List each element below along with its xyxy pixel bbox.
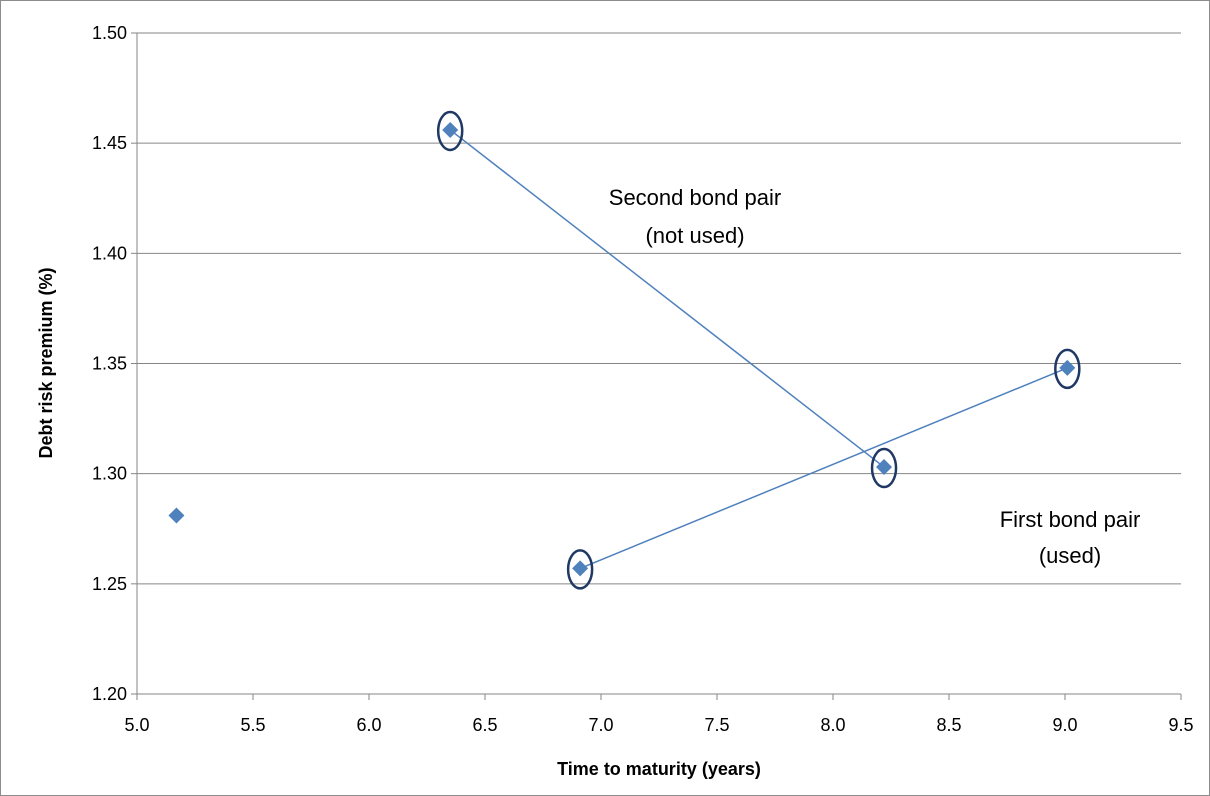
y-tick-label-1: 1.25 — [92, 574, 127, 594]
annotation-second-pair-line2: (not used) — [645, 223, 744, 248]
y-tick-label-0: 1.20 — [92, 684, 127, 704]
x-tick-label-2: 6.0 — [356, 715, 381, 735]
y-tick-label-4: 1.40 — [92, 243, 127, 263]
data-point-4 — [1059, 359, 1076, 376]
highlight-circles — [436, 110, 1081, 590]
x-axis-title: Time to maturity (years) — [557, 759, 761, 779]
data-point-0 — [168, 507, 185, 524]
highlight-circle-1 — [436, 110, 464, 152]
x-tick-label-9: 9.5 — [1168, 715, 1193, 735]
annotation-second-pair-line1: Second bond pair — [609, 185, 781, 210]
y-tick-label-3: 1.35 — [92, 354, 127, 374]
bond-pair-line-0 — [449, 129, 885, 468]
y-axis-title: Debt risk premium (%) — [36, 267, 56, 458]
y-tick-labels: 1.20 1.25 1.30 1.35 1.40 1.45 1.50 — [92, 23, 127, 704]
annotation-first-pair-line1: First bond pair — [1000, 507, 1141, 532]
x-tick-label-7: 8.5 — [936, 715, 961, 735]
x-tick-label-1: 5.5 — [240, 715, 265, 735]
y-tick-label-5: 1.45 — [92, 133, 127, 153]
x-tick-label-5: 7.5 — [704, 715, 729, 735]
data-point-1 — [442, 121, 459, 138]
x-tick-label-4: 7.0 — [588, 715, 613, 735]
highlight-circle-4 — [1054, 348, 1081, 390]
y-tick-label-6: 1.50 — [92, 23, 127, 43]
x-tick-label-3: 6.5 — [472, 715, 497, 735]
x-tick-labels: 5.0 5.5 6.0 6.5 7.0 7.5 8.0 8.5 9.0 9.5 — [124, 715, 1193, 735]
data-point-3 — [876, 459, 893, 476]
x-tick-label-8: 9.0 — [1052, 715, 1077, 735]
data-points — [168, 121, 1076, 577]
y-tick-label-2: 1.30 — [92, 464, 127, 484]
x-tick-label-0: 5.0 — [124, 715, 149, 735]
highlight-circle-2 — [566, 549, 594, 590]
axes — [131, 32, 1182, 700]
bond-pair-lines — [449, 129, 1068, 570]
data-point-2 — [572, 560, 589, 577]
x-tick-label-6: 8.0 — [820, 715, 845, 735]
gridlines — [137, 32, 1181, 585]
highlight-circle-3 — [870, 447, 898, 489]
annotation-first-pair-line2: (used) — [1039, 543, 1101, 568]
bond-pair-line-1 — [579, 367, 1068, 570]
